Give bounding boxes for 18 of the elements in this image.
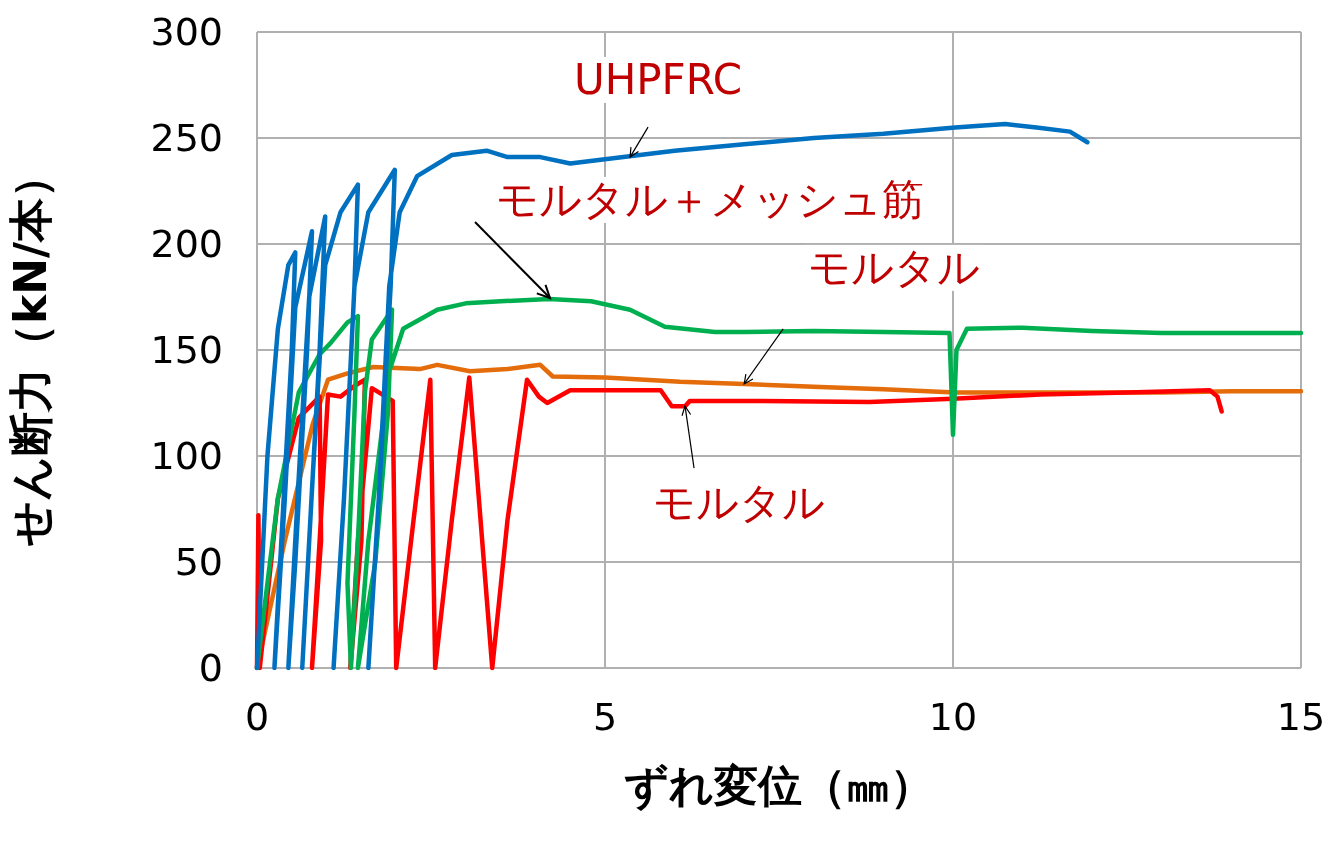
y-tick-label: 250 (150, 116, 223, 160)
y-axis-title: せん断力（kN/本） (4, 153, 56, 547)
x-tick-label: 10 (928, 695, 978, 739)
y-tick-label: 100 (150, 434, 223, 478)
annotation: モルタル＋メッシュ筋 (492, 174, 929, 224)
x-tick-label: 15 (1276, 695, 1326, 739)
y-tick-label: 300 (150, 10, 223, 54)
y-tick-label: 150 (150, 328, 223, 372)
annotation: UHPFRC (569, 54, 747, 104)
annotation: モルタル (649, 478, 830, 528)
x-tick-label: 5 (592, 695, 618, 739)
annotation: モルタル (804, 242, 985, 292)
y-tick-label: 200 (150, 222, 223, 266)
y-tick-label: 50 (174, 540, 223, 584)
y-tick-label: 0 (198, 646, 223, 690)
line-series (254, 121, 1090, 671)
x-axis-title: ずれ変位（㎜） (624, 759, 934, 811)
x-tick-label: 0 (244, 695, 270, 739)
